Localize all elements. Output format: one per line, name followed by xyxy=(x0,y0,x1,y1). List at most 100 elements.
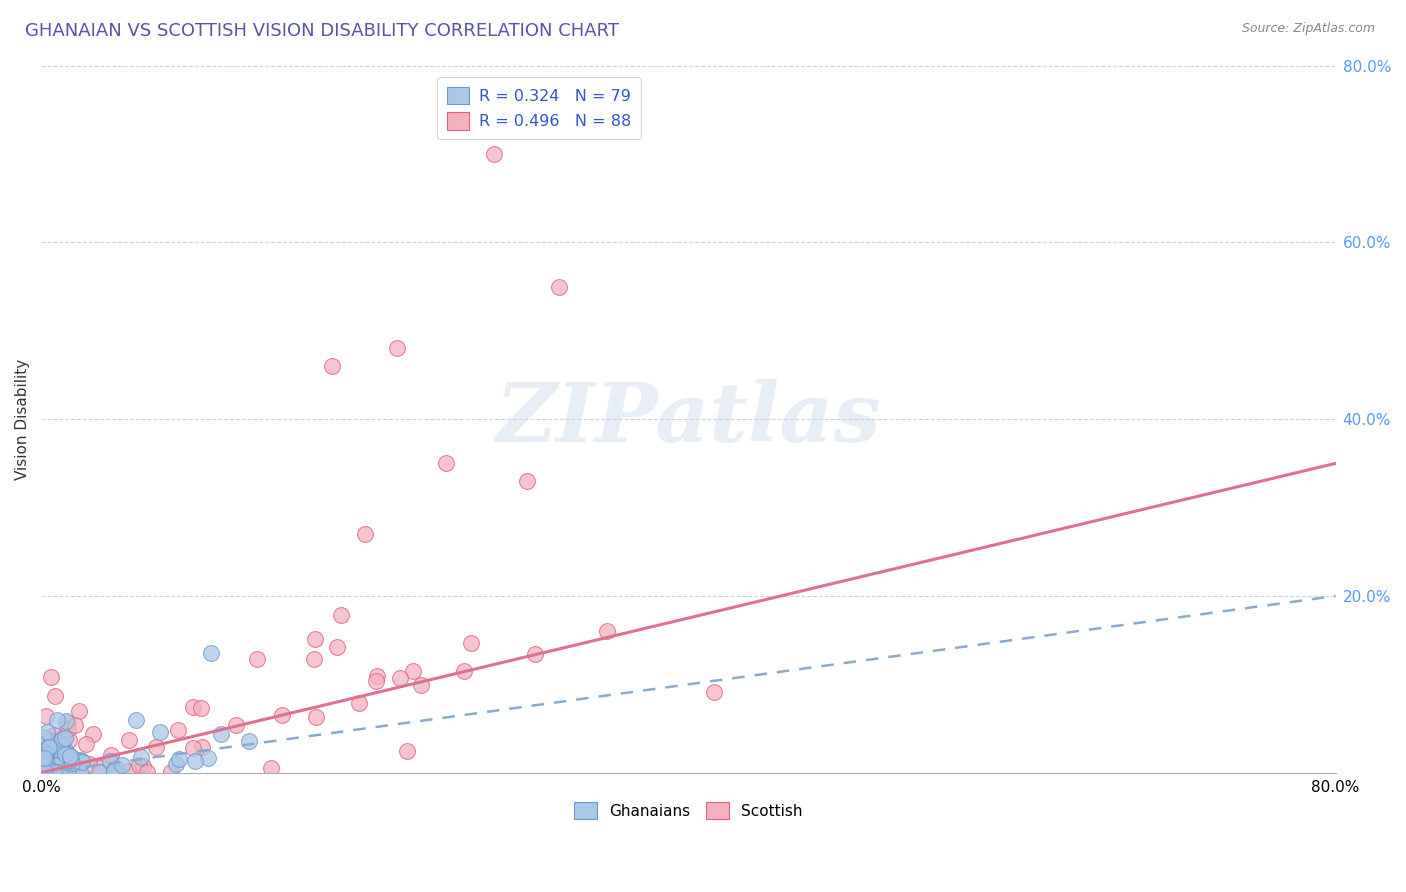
Point xyxy=(46,714,69,728)
Point xyxy=(41,764,63,779)
Point xyxy=(49,738,72,752)
Point xyxy=(35,709,58,723)
Point xyxy=(35,756,58,771)
Point xyxy=(44,728,66,742)
Point xyxy=(703,685,725,699)
Point xyxy=(98,754,121,768)
Point xyxy=(197,751,219,765)
Point xyxy=(117,764,139,779)
Point xyxy=(46,761,69,775)
Point xyxy=(38,761,60,775)
Point xyxy=(105,762,128,776)
Point xyxy=(52,730,75,744)
Point xyxy=(270,707,292,722)
Point xyxy=(103,764,125,778)
Point xyxy=(35,756,58,771)
Point xyxy=(34,761,56,775)
Point xyxy=(41,763,63,777)
Point xyxy=(548,279,571,293)
Point xyxy=(190,701,212,715)
Point xyxy=(55,757,77,772)
Point xyxy=(34,764,56,779)
Point xyxy=(409,678,432,692)
Point xyxy=(53,759,76,773)
Point xyxy=(31,764,53,778)
Point xyxy=(32,743,55,757)
Point xyxy=(31,755,53,769)
Point xyxy=(100,747,122,762)
Point xyxy=(35,763,58,777)
Point xyxy=(149,724,172,739)
Point xyxy=(34,747,56,761)
Point xyxy=(45,742,67,756)
Point xyxy=(49,756,72,770)
Point xyxy=(31,764,53,779)
Point xyxy=(35,758,58,772)
Point xyxy=(51,731,73,746)
Point xyxy=(69,753,91,767)
Point xyxy=(39,760,62,774)
Point xyxy=(238,733,260,747)
Point xyxy=(42,753,65,767)
Point xyxy=(35,744,58,758)
Point xyxy=(69,764,91,779)
Point xyxy=(34,732,56,747)
Point xyxy=(34,748,56,763)
Point xyxy=(118,732,141,747)
Point xyxy=(37,725,59,739)
Point xyxy=(388,672,411,686)
Point xyxy=(524,647,547,661)
Point xyxy=(82,727,104,741)
Point xyxy=(225,717,247,731)
Point xyxy=(37,764,59,778)
Point xyxy=(56,716,79,731)
Point xyxy=(596,624,619,639)
Point xyxy=(51,753,73,767)
Point xyxy=(53,731,76,745)
Point xyxy=(34,763,56,777)
Point xyxy=(453,664,475,678)
Point xyxy=(75,737,97,751)
Point xyxy=(59,748,82,763)
Point xyxy=(32,730,55,744)
Point xyxy=(364,674,387,689)
Point xyxy=(38,754,60,768)
Point xyxy=(48,764,70,779)
Point xyxy=(132,758,155,772)
Point xyxy=(37,761,59,775)
Point xyxy=(128,757,150,772)
Point xyxy=(37,756,59,770)
Point xyxy=(39,761,62,775)
Point xyxy=(460,636,482,650)
Point xyxy=(200,647,222,661)
Point xyxy=(302,652,325,666)
Point xyxy=(62,762,84,776)
Point xyxy=(70,755,93,769)
Y-axis label: Vision Disability: Vision Disability xyxy=(15,359,30,480)
Text: GHANAIAN VS SCOTTISH VISION DISABILITY CORRELATION CHART: GHANAIAN VS SCOTTISH VISION DISABILITY C… xyxy=(25,22,619,40)
Point xyxy=(246,652,269,666)
Point xyxy=(35,746,58,760)
Point xyxy=(32,756,55,771)
Point xyxy=(77,757,100,772)
Point xyxy=(45,758,67,772)
Point xyxy=(167,723,190,737)
Point xyxy=(62,750,84,764)
Text: ZIPatlas: ZIPatlas xyxy=(495,379,882,459)
Point xyxy=(41,749,63,764)
Point xyxy=(53,743,76,757)
Point xyxy=(515,474,537,488)
Point xyxy=(31,747,53,762)
Point xyxy=(51,764,73,778)
Point xyxy=(326,640,349,655)
Point xyxy=(42,764,65,779)
Point xyxy=(58,722,80,736)
Point xyxy=(39,670,62,684)
Point xyxy=(136,764,159,779)
Point xyxy=(330,608,353,623)
Point xyxy=(56,764,79,779)
Point xyxy=(46,751,69,765)
Point xyxy=(37,761,59,775)
Point xyxy=(72,755,94,769)
Point xyxy=(69,704,91,718)
